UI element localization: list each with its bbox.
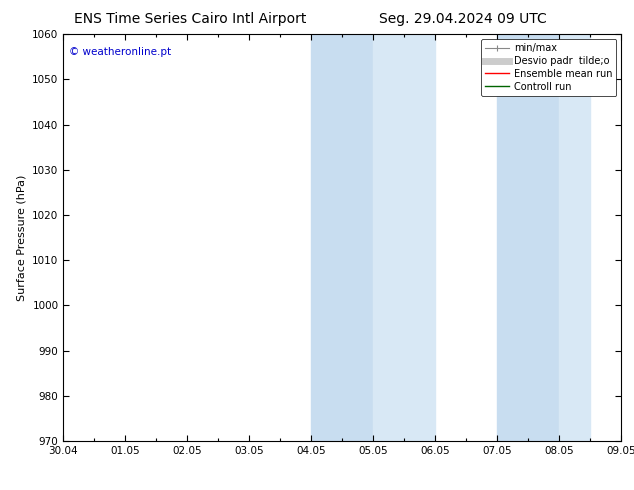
Text: Seg. 29.04.2024 09 UTC: Seg. 29.04.2024 09 UTC <box>379 12 547 26</box>
Bar <box>497 34 559 441</box>
Text: © weatheronline.pt: © weatheronline.pt <box>69 47 171 56</box>
Bar <box>311 34 373 441</box>
Bar <box>373 34 436 441</box>
Text: ENS Time Series Cairo Intl Airport: ENS Time Series Cairo Intl Airport <box>74 12 306 26</box>
Y-axis label: Surface Pressure (hPa): Surface Pressure (hPa) <box>16 174 27 301</box>
Bar <box>559 34 590 441</box>
Legend: min/max, Desvio padr  tilde;o, Ensemble mean run, Controll run: min/max, Desvio padr tilde;o, Ensemble m… <box>481 39 616 96</box>
